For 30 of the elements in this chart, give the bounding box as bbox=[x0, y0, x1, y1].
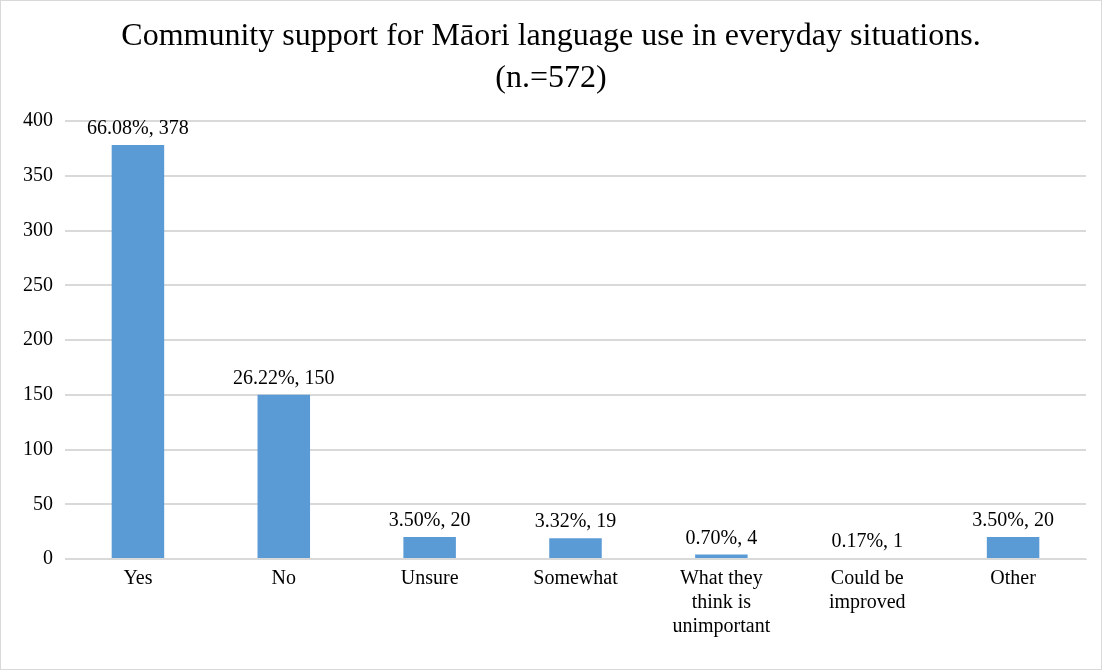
data-label: 66.08%, 378 bbox=[87, 116, 189, 139]
x-tick-label: Somewhat bbox=[533, 566, 619, 589]
data-label: 3.32%, 19 bbox=[534, 509, 617, 532]
data-label: 26.22%, 150 bbox=[232, 366, 335, 388]
data-label: 0.70%, 4 bbox=[685, 525, 758, 548]
bar bbox=[695, 554, 748, 558]
y-tick-label: 150 bbox=[23, 382, 53, 404]
y-tick-label: 250 bbox=[23, 272, 53, 295]
y-tick-label: 300 bbox=[23, 217, 53, 240]
y-tick-label: 200 bbox=[23, 327, 53, 350]
y-tick-label: 350 bbox=[23, 163, 53, 185]
x-tick-label: What they think is unimportant bbox=[672, 566, 771, 638]
data-label: 3.50%, 20 bbox=[388, 508, 471, 531]
x-tick-label: Could be improved bbox=[828, 566, 906, 614]
x-tick-label: Yes bbox=[123, 566, 153, 589]
data-label: 0.17%, 1 bbox=[831, 529, 904, 552]
bar bbox=[549, 538, 602, 558]
y-tick-label: 0 bbox=[43, 546, 53, 569]
y-tick-label: 400 bbox=[23, 108, 53, 131]
bar bbox=[403, 537, 456, 558]
x-tick-label: Other bbox=[990, 566, 1037, 589]
x-tick-label: No bbox=[271, 566, 297, 589]
bar bbox=[111, 145, 165, 558]
y-tick-label: 100 bbox=[23, 436, 53, 459]
y-tick-label: 50 bbox=[33, 491, 53, 514]
bar bbox=[986, 537, 1040, 558]
x-tick-label: Unsure bbox=[400, 566, 459, 589]
data-label: 3.50%, 20 bbox=[972, 508, 1054, 531]
chart-title: Community support for Māori language use in everyday situations. (n.=572) bbox=[120, 15, 982, 96]
bar bbox=[257, 394, 311, 558]
